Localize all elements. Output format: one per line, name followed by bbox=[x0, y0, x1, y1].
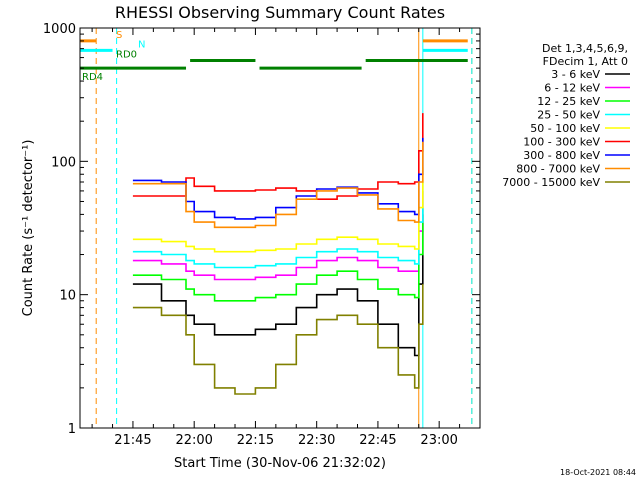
plot-frame bbox=[79, 27, 481, 429]
y-axis-ticks: 1 10 100 1000 bbox=[43, 22, 480, 437]
x-tick-label: 22:30 bbox=[298, 433, 335, 448]
x-tick-label: 21:45 bbox=[114, 433, 151, 448]
y-axis-label: Count Rate (s⁻¹ detector⁻¹) bbox=[21, 140, 36, 317]
y-tick-label: 10 bbox=[59, 289, 76, 304]
x-tick-label: 22:45 bbox=[359, 433, 396, 448]
x-axis-ticks: 21:45 22:00 22:15 22:30 22:45 23:00 bbox=[91, 28, 481, 448]
legend-label: 800 - 7000 keV bbox=[516, 163, 600, 176]
flag-bar-label: S bbox=[116, 30, 122, 41]
series-line bbox=[132, 167, 424, 253]
series-lines bbox=[132, 113, 424, 395]
flag-bar-label: RD0 bbox=[116, 50, 137, 61]
series-line bbox=[132, 214, 424, 357]
series-line bbox=[132, 207, 424, 302]
series-line bbox=[132, 190, 424, 281]
legend-label: 7000 - 15000 keV bbox=[502, 176, 600, 189]
series-line bbox=[132, 182, 424, 269]
x-tick-label: 22:00 bbox=[175, 433, 212, 448]
flag-bar-label: RD4 bbox=[82, 72, 103, 83]
x-tick-label: 23:00 bbox=[420, 433, 457, 448]
legend-label: 50 - 100 keV bbox=[530, 122, 600, 135]
footer-timestamp: 18-Oct-2021 08:44 bbox=[560, 468, 636, 477]
series-line bbox=[132, 137, 424, 220]
legend-label: 3 - 6 keV bbox=[551, 68, 600, 81]
legend-label: 100 - 300 keV bbox=[523, 136, 600, 149]
legend-header-line-1: Det 1,3,4,5,6,9, bbox=[542, 42, 628, 55]
y-tick-label: 100 bbox=[51, 155, 76, 170]
y-tick-label: 1000 bbox=[43, 22, 76, 37]
legend-label: 6 - 12 keV bbox=[544, 82, 600, 95]
x-axis-label: Start Time (30-Nov-06 21:32:02) bbox=[174, 456, 386, 471]
series-line bbox=[132, 141, 424, 229]
chart-title: RHESSI Observing Summary Count Rates bbox=[115, 3, 445, 22]
legend-label: 12 - 25 keV bbox=[537, 95, 600, 108]
flag-bar-label: N bbox=[138, 39, 145, 50]
legend-header-line-2: FDecim 1, Att 0 bbox=[543, 55, 628, 68]
legend: Det 1,3,4,5,6,9, FDecim 1, Att 0 3 - 6 k… bbox=[502, 42, 630, 189]
y-tick-label: 1 bbox=[68, 422, 76, 437]
x-tick-label: 22:15 bbox=[237, 433, 274, 448]
series-line bbox=[132, 284, 424, 395]
legend-label: 300 - 800 keV bbox=[523, 149, 600, 162]
legend-label: 25 - 50 keV bbox=[537, 109, 600, 122]
